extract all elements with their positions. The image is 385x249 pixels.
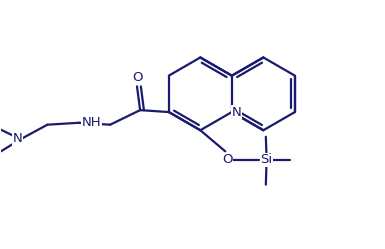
Text: O: O bbox=[132, 71, 142, 84]
Text: N: N bbox=[13, 132, 22, 145]
Text: O: O bbox=[222, 153, 233, 166]
Text: NH: NH bbox=[82, 116, 102, 129]
Text: N: N bbox=[231, 106, 241, 119]
Text: Si: Si bbox=[261, 153, 273, 166]
